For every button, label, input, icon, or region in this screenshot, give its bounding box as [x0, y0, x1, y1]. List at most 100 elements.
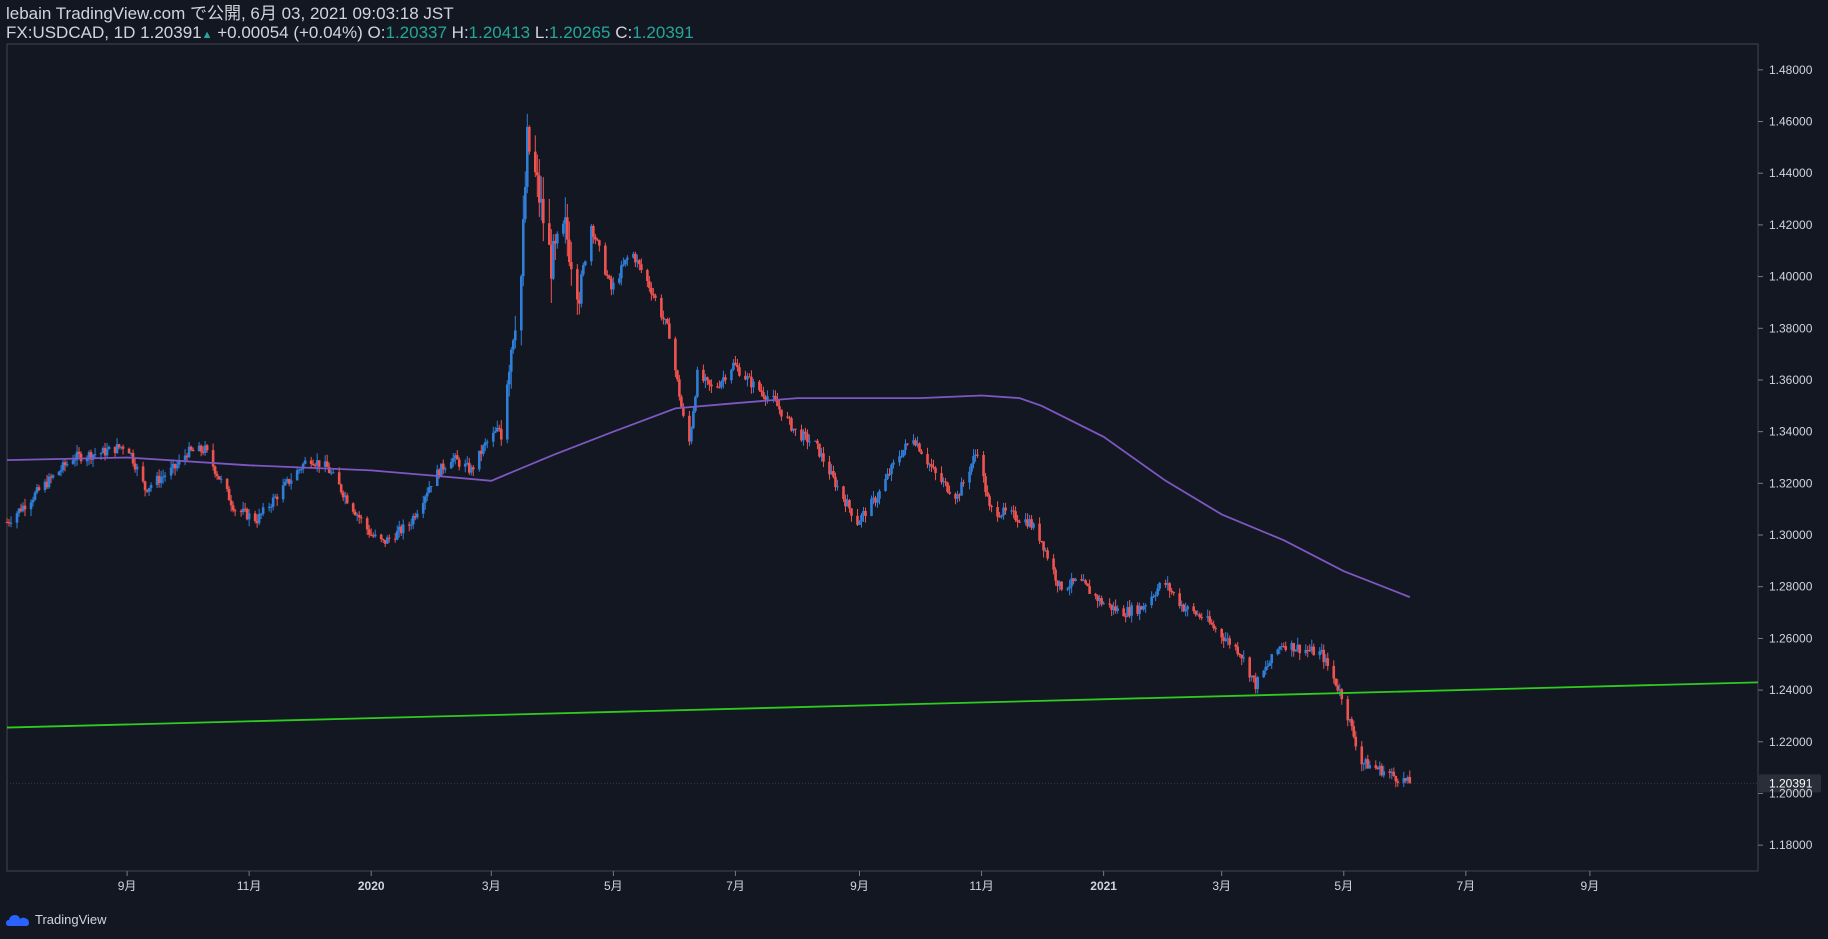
candle-body — [129, 452, 133, 454]
candle-body — [1360, 746, 1364, 765]
candle-body — [211, 450, 215, 467]
candle-body — [463, 463, 467, 467]
candle-body — [1084, 580, 1087, 584]
candle-body — [1252, 675, 1256, 678]
candle-body — [1082, 580, 1085, 582]
candle-body — [267, 506, 271, 508]
candle-body — [1044, 550, 1047, 552]
candle-body — [525, 126, 529, 187]
candle-body — [618, 278, 621, 283]
candle-body — [590, 226, 593, 262]
candle-body — [638, 260, 641, 265]
candle-body — [413, 515, 417, 518]
candle-body — [1248, 657, 1252, 678]
candle-body — [301, 463, 305, 469]
candle-body — [570, 262, 573, 270]
candle-body — [355, 514, 359, 516]
candle-body — [844, 498, 847, 507]
candle-body — [788, 417, 791, 419]
candle-body — [666, 319, 669, 324]
candle-body — [1038, 523, 1041, 541]
candle-body — [1392, 771, 1396, 777]
footer-brand[interactable]: TradingView — [6, 912, 107, 927]
candle-body — [467, 462, 471, 473]
candle-body — [507, 371, 511, 385]
candle-body — [107, 446, 111, 450]
candle-body — [664, 319, 667, 321]
candle-body — [423, 496, 427, 503]
candle-body — [1254, 677, 1258, 690]
candle-body — [395, 530, 399, 540]
candle-body — [608, 275, 611, 279]
candle-body — [902, 449, 905, 457]
candle-body — [7, 522, 11, 524]
candle-body — [674, 338, 677, 371]
candle-body — [1240, 655, 1244, 659]
candle-body — [1002, 507, 1005, 516]
candle-body — [1024, 519, 1027, 523]
candle-body — [1346, 699, 1350, 721]
candle-body — [317, 460, 321, 467]
candle-body — [383, 539, 387, 544]
candle-body — [814, 440, 817, 442]
candle-body — [147, 487, 151, 492]
candle-body — [928, 464, 931, 466]
candle-body — [329, 472, 333, 474]
candle-body — [471, 467, 475, 470]
candle-body — [958, 494, 961, 496]
candle-body — [261, 507, 265, 514]
candle-body — [495, 427, 499, 432]
candle-body — [842, 486, 845, 499]
candle-body — [914, 440, 917, 446]
candle-body — [766, 396, 769, 400]
candle-body — [79, 453, 83, 462]
candle-body — [149, 485, 153, 488]
candle-body — [1046, 550, 1049, 559]
candle-body — [892, 462, 895, 465]
candle-body — [345, 495, 349, 504]
candle-body — [802, 431, 805, 441]
candle-body — [860, 515, 863, 522]
candle-body — [568, 239, 571, 263]
candle-body — [443, 468, 447, 470]
candle-body — [594, 236, 597, 240]
open-label: O: — [367, 23, 386, 42]
candle-body — [371, 535, 375, 537]
candle-body — [1212, 624, 1215, 629]
candle-body — [1052, 558, 1055, 570]
candle-body — [800, 429, 803, 441]
candle-body — [776, 400, 779, 407]
candle-body — [1224, 639, 1227, 642]
candle-body — [43, 481, 47, 490]
candle-body — [744, 375, 747, 380]
open-value: 1.20337 — [385, 23, 447, 42]
candle-body — [1214, 628, 1217, 630]
candle-body — [259, 513, 263, 515]
candle-body — [1378, 765, 1382, 770]
candle-body — [708, 379, 711, 385]
candle-body — [828, 461, 831, 475]
time-tick-label: 5月 — [1334, 879, 1353, 893]
candle-body — [1094, 593, 1097, 596]
candle-body — [1234, 644, 1238, 647]
time-tick-label: 11月 — [237, 879, 261, 893]
candle-body — [792, 428, 795, 431]
time-axis[interactable]: 9月 11月 2020 3月 5月 7月 9月 11月 2021 3月 5月 7月 9月 — [118, 871, 1600, 893]
candle-body — [35, 487, 39, 493]
time-tick-label: 9月 — [1581, 879, 1600, 893]
high-label: H: — [451, 23, 469, 42]
candle-body — [61, 462, 65, 471]
candle-body — [497, 427, 501, 430]
candle-body — [1018, 521, 1021, 523]
candle-body — [1320, 649, 1324, 652]
candle-body — [1326, 658, 1330, 666]
candle-body — [996, 507, 999, 517]
candle-body — [89, 452, 93, 460]
candle-body — [648, 281, 651, 288]
candle-body — [499, 429, 503, 440]
price-axis[interactable]: 1.48000 1.46000 1.44000 1.42000 1.40000 1.380… — [1758, 63, 1813, 852]
candle-body — [738, 367, 741, 376]
candle-body — [1014, 511, 1017, 521]
candle-body — [752, 381, 755, 388]
